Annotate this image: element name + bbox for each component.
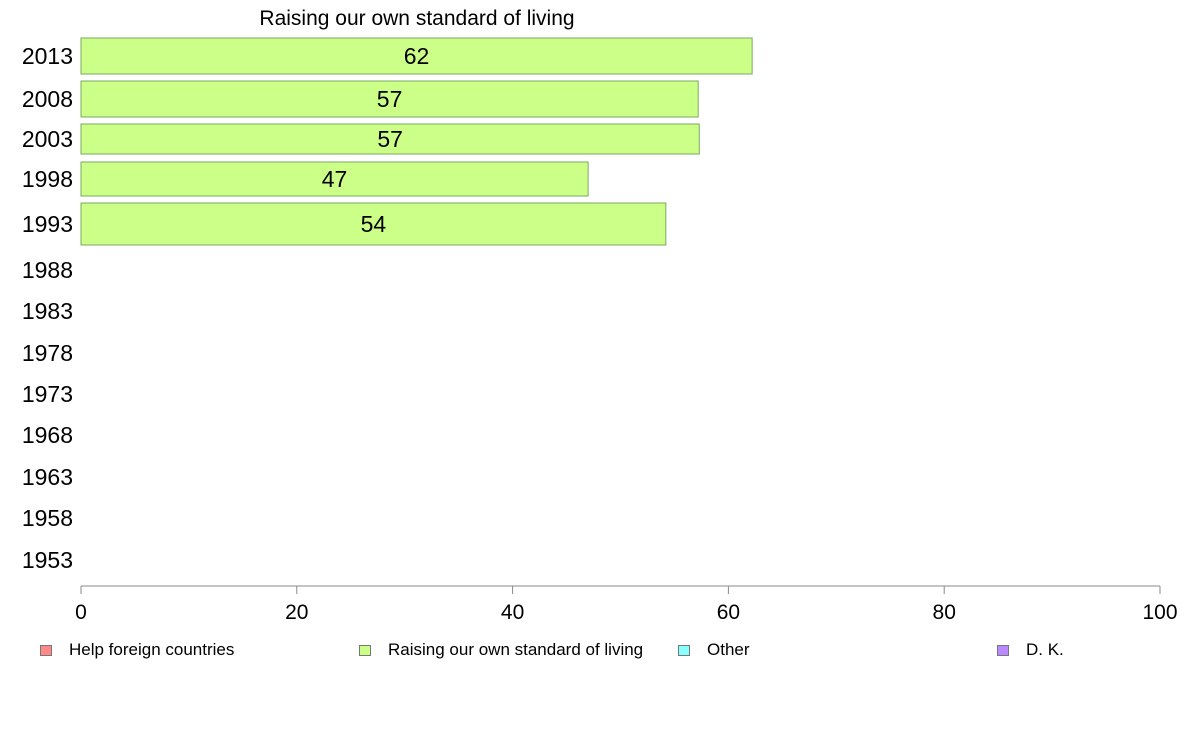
legend-swatch-raising-standard <box>359 644 371 656</box>
bar-2003 <box>80 123 700 155</box>
legend-item-raising-standard: Raising our own standard of living <box>359 636 643 664</box>
legend-label-help-foreign-countries: Help foreign countries <box>69 640 235 659</box>
legend-label-other: Other <box>707 640 750 659</box>
bar-1998 <box>80 161 589 197</box>
x-tick-label-0: 0 <box>75 601 87 624</box>
legend-label-dk: D. K. <box>1026 640 1064 659</box>
x-axis: 0 20 40 60 80 100 <box>75 585 1178 624</box>
legend: Help foreign countries Raising our own s… <box>0 636 1188 664</box>
legend-swatch-help-foreign-countries <box>40 644 52 656</box>
data-label-2003: 57 <box>377 126 403 152</box>
y-tick-label-1978: 1978 <box>22 340 73 366</box>
bar-chart: Raising our own standard of living 62575… <box>22 7 1178 624</box>
y-tick-label-2003: 2003 <box>22 126 73 152</box>
data-label-2013: 62 <box>404 43 430 69</box>
y-tick-label-2013: 2013 <box>22 43 73 69</box>
legend-item-other: Other <box>678 636 750 664</box>
y-tick-label-1993: 1993 <box>22 211 73 237</box>
data-label-2008: 57 <box>377 86 403 112</box>
bar-2008 <box>80 80 699 118</box>
bar-1993 <box>80 202 667 246</box>
y-tick-label-1998: 1998 <box>22 166 73 192</box>
y-axis-labels: 2013 2008 2003 1998 1993 1988 1983 1978 1973 1968… <box>22 43 73 573</box>
y-tick-label-2008: 2008 <box>22 86 73 112</box>
y-tick-label-1973: 1973 <box>22 381 73 407</box>
data-label-1993: 54 <box>361 211 387 237</box>
x-tick-label-40: 40 <box>501 601 524 624</box>
legend-swatch-dk <box>997 644 1009 656</box>
chart-title: Raising our own standard of living <box>259 7 574 30</box>
y-tick-label-1963: 1963 <box>22 464 73 490</box>
bar-2013 <box>80 37 753 75</box>
x-tick-label-100: 100 <box>1142 601 1177 624</box>
data-label-1998: 47 <box>322 166 348 192</box>
y-tick-label-1953: 1953 <box>22 547 73 573</box>
y-tick-label-1958: 1958 <box>22 505 73 531</box>
x-tick-label-80: 80 <box>933 601 956 624</box>
y-tick-label-1988: 1988 <box>22 257 73 283</box>
x-tick-label-20: 20 <box>285 601 308 624</box>
legend-label-raising-standard: Raising our own standard of living <box>388 640 644 659</box>
legend-item-dk: D. K. <box>997 636 1064 664</box>
y-tick-label-1968: 1968 <box>22 422 73 448</box>
x-tick-label-60: 60 <box>717 601 740 624</box>
legend-item-help-foreign-countries: Help foreign countries <box>40 636 234 664</box>
legend-swatch-other <box>678 644 690 656</box>
y-tick-label-1983: 1983 <box>22 298 73 324</box>
